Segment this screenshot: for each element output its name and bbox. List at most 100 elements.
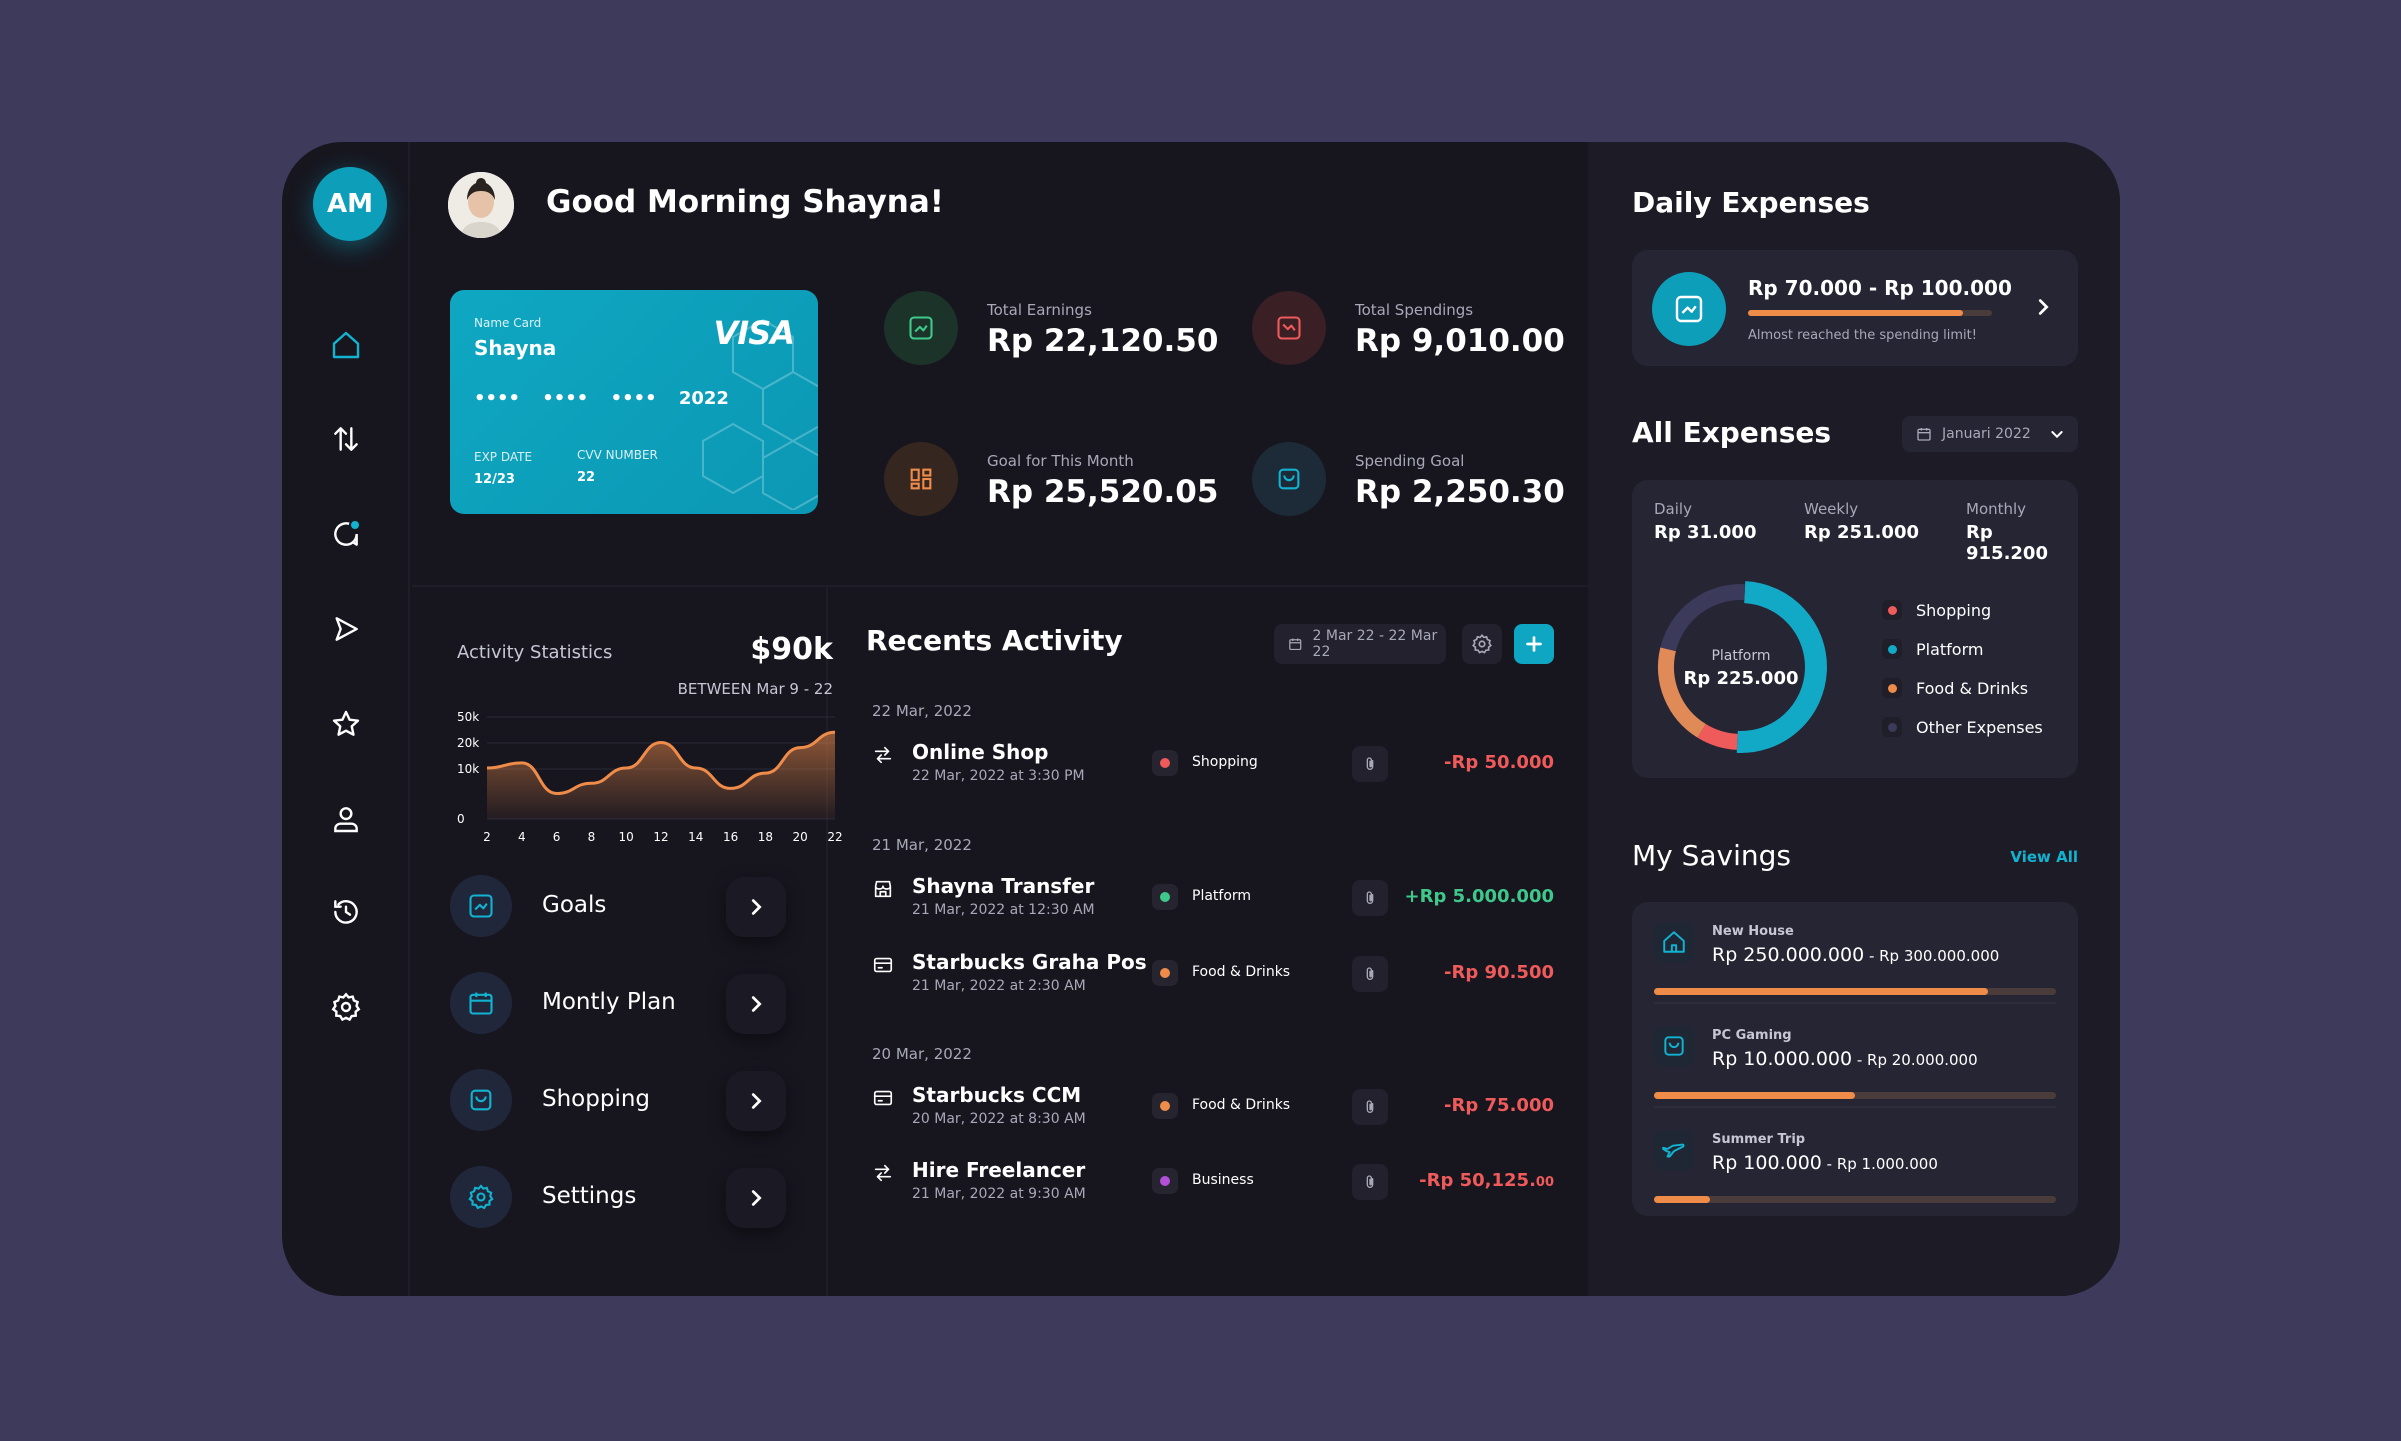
savings-card: New House Rp 250.000.000 - Rp 300.000.00…: [1632, 902, 2078, 1216]
date-range-picker[interactable]: 2 Mar 22 - 22 Mar 22: [1274, 624, 1446, 664]
chevron-right-icon[interactable]: [2032, 296, 2054, 318]
attachment-button[interactable]: [1352, 1164, 1388, 1200]
card-name-label: Name Card: [474, 316, 542, 330]
legend-label: Platform: [1916, 640, 1984, 659]
legend-dot: [1887, 722, 1897, 732]
y-tick-label: 20k: [457, 736, 479, 750]
transaction-name: Shayna Transfer: [912, 874, 1095, 898]
menu-monthly-plan[interactable]: Montly Plan: [450, 972, 786, 1038]
saving-progress-fill: [1654, 988, 1988, 995]
transfer-icon: [872, 744, 894, 766]
store-icon: [872, 878, 894, 900]
stat-value: Rp 2,250.30: [1355, 474, 1565, 510]
saving-progress-bar: [1654, 1092, 2056, 1099]
add-transaction-button[interactable]: [1514, 624, 1554, 664]
legend-dot: [1887, 644, 1897, 654]
expense-daily: Daily Rp 31.000: [1654, 500, 1756, 543]
nav-chat-icon[interactable]: [319, 507, 373, 561]
attachment-button[interactable]: [1352, 880, 1388, 916]
nav-star-icon[interactable]: [319, 697, 373, 751]
daily-expenses-title: Daily Expenses: [1632, 186, 1870, 219]
chevron-right-icon[interactable]: [726, 974, 786, 1034]
menu-goals[interactable]: Goals: [450, 875, 786, 941]
expense-weekly-label: Weekly: [1804, 500, 1859, 518]
attachment-button[interactable]: [1352, 1089, 1388, 1125]
paperclip-icon: [1366, 891, 1374, 904]
card-exp-value: 12/23: [474, 472, 515, 487]
expenses-card: Daily Rp 31.000 Weekly Rp 251.000 Monthl…: [1632, 480, 2078, 778]
daily-expenses-card[interactable]: Rp 70.000 - Rp 100.000 Almost reached th…: [1632, 250, 2078, 366]
profile-photo[interactable]: [448, 172, 514, 238]
y-tick-label: 50k: [457, 710, 479, 724]
saving-name: PC Gaming: [1712, 1028, 1792, 1043]
donut-center-label: Platform: [1711, 648, 1771, 664]
stat-value: Rp 25,520.05: [987, 474, 1219, 510]
saving-current: Rp 250.000.000: [1712, 944, 1865, 966]
x-tick-label: 6: [553, 830, 561, 844]
chevron-right-icon[interactable]: [726, 877, 786, 937]
card-cvv-label: CVV NUMBER: [577, 448, 658, 462]
nav-settings-icon[interactable]: [319, 980, 373, 1034]
activity-range: BETWEEN Mar 9 - 22: [677, 680, 833, 698]
saving-item[interactable]: New House Rp 250.000.000 - Rp 300.000.00…: [1654, 914, 2056, 1004]
saving-item[interactable]: PC Gaming Rp 10.000.000 - Rp 20.000.000: [1654, 1018, 2056, 1108]
saving-item[interactable]: Summer Trip Rp 100.000 - Rp 1.000.000: [1654, 1122, 2056, 1212]
transaction-row[interactable]: Online Shop 22 Mar, 2022 at 3:30 PM Shoppi…: [872, 738, 1554, 788]
menu-label: Goals: [542, 892, 607, 918]
activity-chart: 50k 20k 10k 0 2 4 6 8 10 12 14 16 18 20 22: [457, 710, 843, 844]
legend-dot: [1887, 605, 1897, 615]
card-icon: [872, 1087, 894, 1109]
credit-card[interactable]: Name Card Shayna VISA •••• •••• •••• 202…: [450, 290, 818, 514]
y-tick-label: 0: [457, 812, 465, 826]
transaction-amount-value: -Rp 50,125.: [1419, 1170, 1536, 1191]
month-select[interactable]: Januari 2022: [1902, 416, 2078, 452]
transaction-time: 21 Mar, 2022 at 12:30 AM: [912, 902, 1095, 918]
nav-home-icon[interactable]: [319, 318, 373, 372]
attachment-button[interactable]: [1352, 746, 1388, 782]
paperclip-icon: [1366, 1100, 1374, 1113]
stat-label: Goal for This Month: [987, 452, 1134, 470]
legend-marker: [1882, 717, 1902, 737]
bag-icon: [450, 1069, 512, 1131]
x-tick-label: 22: [827, 830, 842, 844]
gear-icon: [1472, 634, 1492, 654]
stat-label: Spending Goal: [1355, 452, 1465, 470]
transaction-amount-cents: 00: [1535, 1175, 1554, 1190]
nav-transfer-icon[interactable]: [319, 412, 373, 466]
user-avatar[interactable]: AM: [313, 167, 387, 241]
menu-settings[interactable]: Settings: [450, 1166, 786, 1232]
transaction-row[interactable]: Hire Freelancer 21 Mar, 2022 at 9:30 AM Bu…: [872, 1156, 1554, 1206]
nav-user-icon[interactable]: [319, 792, 373, 846]
transaction-amount: -Rp 50.000: [1444, 752, 1554, 773]
filter-settings-button[interactable]: [1462, 624, 1502, 664]
card-cvv-value: 22: [577, 470, 596, 485]
nav-send-icon[interactable]: [319, 602, 373, 656]
category-dot: [1160, 892, 1170, 902]
menu-label: Settings: [542, 1183, 637, 1209]
saving-progress-bar: [1654, 1196, 2056, 1203]
chevron-right-icon[interactable]: [726, 1168, 786, 1228]
transaction-time: 20 Mar, 2022 at 8:30 AM: [912, 1111, 1086, 1127]
transaction-name: Starbucks CCM: [912, 1083, 1082, 1107]
legend-label: Food & Drinks: [1916, 679, 2029, 698]
transaction-row[interactable]: Starbucks CCM 20 Mar, 2022 at 8:30 AM Food…: [872, 1081, 1554, 1131]
transaction-row[interactable]: Starbucks Graha Pos 21 Mar, 2022 at 2:30 …: [872, 948, 1554, 998]
card-number: •••• •••• •••• 2022: [474, 388, 729, 409]
chart-down-icon: [1252, 291, 1326, 365]
chevron-right-icon[interactable]: [726, 1071, 786, 1131]
stat-total-earnings: Total Earnings Rp 22,120.50: [884, 291, 1218, 381]
transaction-amount: -Rp 75.000: [1444, 1095, 1554, 1116]
legend-marker: [1882, 600, 1902, 620]
attachment-button[interactable]: [1352, 956, 1388, 992]
saving-name: Summer Trip: [1712, 1132, 1806, 1147]
view-all-link[interactable]: View All: [2010, 848, 2078, 866]
x-tick-label: 2: [483, 830, 491, 844]
nav-history-icon[interactable]: [319, 885, 373, 939]
date-range-label: 2 Mar 22 - 22 Mar 22: [1312, 628, 1438, 660]
chart-up-icon: [450, 875, 512, 937]
menu-shopping[interactable]: Shopping: [450, 1069, 786, 1135]
transaction-row[interactable]: Shayna Transfer 21 Mar, 2022 at 12:30 AM P…: [872, 872, 1554, 922]
x-tick-label: 14: [688, 830, 703, 844]
x-tick-label: 10: [619, 830, 634, 844]
bag-icon: [1654, 1026, 1694, 1066]
